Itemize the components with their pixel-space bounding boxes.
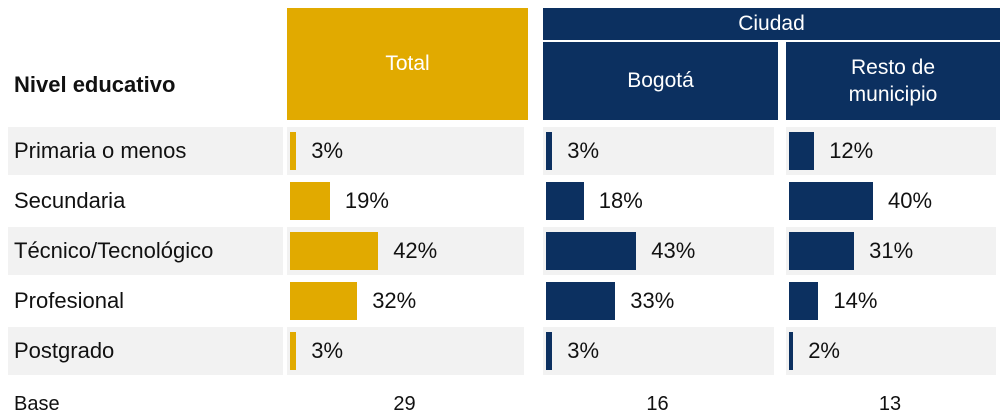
row-background: [786, 127, 996, 175]
column-header: Resto de municipio: [786, 42, 1000, 120]
bar: [290, 232, 379, 270]
value-label: 33%: [630, 288, 675, 313]
column-header: Total: [287, 8, 528, 120]
bar: [546, 232, 637, 270]
bar: [546, 132, 553, 170]
group-header: Ciudad: [543, 8, 1000, 40]
column-header-text: Bogotá: [627, 69, 694, 93]
bar: [789, 282, 819, 320]
value-label: 2%: [808, 338, 840, 363]
bar: [789, 332, 794, 370]
value-label: 18%: [598, 188, 643, 213]
base-label: Base: [14, 393, 60, 415]
category-label: Postgrado: [14, 338, 115, 363]
value-label: 3%: [567, 138, 600, 163]
value-label: 12%: [829, 138, 874, 163]
bar: [290, 182, 330, 220]
value-label: 3%: [567, 338, 600, 363]
value-label: 43%: [651, 238, 696, 263]
bar: [290, 332, 297, 370]
row-background: [287, 327, 524, 375]
row-background: [8, 327, 283, 375]
value-label: 3%: [311, 138, 344, 163]
bar: [546, 282, 616, 320]
value-label: 40%: [888, 188, 933, 213]
row-background: [543, 327, 774, 375]
row-header: Nivel educativo: [14, 72, 176, 97]
category-label: Primaria o menos: [14, 138, 187, 163]
row-background: [543, 127, 774, 175]
column-header-text: Total: [385, 52, 430, 76]
value-label: 32%: [372, 288, 417, 313]
bar: [789, 232, 855, 270]
bar: [546, 332, 553, 370]
value-label: 42%: [393, 238, 438, 263]
value-label: 14%: [833, 288, 878, 313]
column-header: Bogotá: [543, 42, 778, 120]
value-label: 3%: [311, 338, 344, 363]
bar: [290, 282, 358, 320]
row-background: [287, 127, 524, 175]
bar: [290, 132, 297, 170]
row-background: [8, 227, 283, 275]
value-label: 31%: [869, 238, 914, 263]
bar: [789, 132, 815, 170]
base-value: 13: [878, 393, 902, 415]
bar: [546, 182, 584, 220]
category-label: Técnico/Tecnológico: [14, 238, 214, 263]
base-value: 29: [393, 393, 416, 415]
category-label: Profesional: [14, 288, 125, 313]
column-header-text: Resto de municipio: [848, 55, 938, 106]
category-label: Secundaria: [14, 188, 126, 213]
bar: [789, 182, 873, 220]
value-label: 19%: [344, 188, 389, 213]
base-value: 16: [646, 393, 669, 415]
row-background: [8, 127, 283, 175]
row-background: [786, 327, 996, 375]
